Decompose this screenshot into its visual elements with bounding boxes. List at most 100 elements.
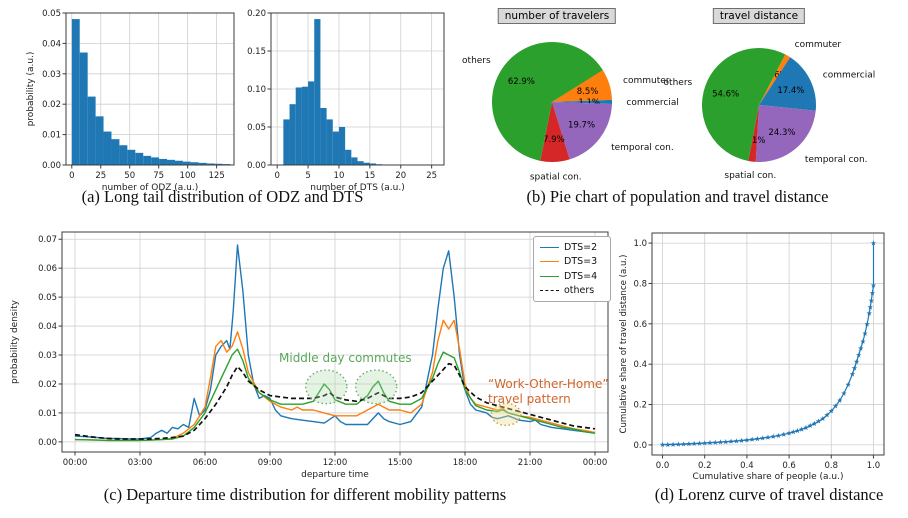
svg-text:spatial con.: spatial con. xyxy=(724,171,776,181)
svg-text:number of ODZ (a.u.): number of ODZ (a.u.) xyxy=(102,183,199,193)
legend-line-dts2-icon xyxy=(540,246,559,248)
svg-text:0.01: 0.01 xyxy=(42,131,61,141)
legend-item-dts4: DTS=4 xyxy=(540,271,604,282)
svg-text:100: 100 xyxy=(180,171,196,181)
svg-text:0.4: 0.4 xyxy=(740,461,754,471)
caption-a: (a) Long tail distribution of ODZ and DT… xyxy=(81,187,364,206)
svg-text:09:00: 09:00 xyxy=(258,458,283,468)
caption-d: (d) Lorenz curve of travel distance xyxy=(654,485,884,504)
svg-text:24.3%: 24.3% xyxy=(768,128,795,138)
svg-text:0.03: 0.03 xyxy=(38,351,57,361)
svg-text:temporal con.: temporal con. xyxy=(611,143,674,153)
svg-text:20: 20 xyxy=(395,171,406,181)
svg-text:0.06: 0.06 xyxy=(38,264,57,274)
svg-text:probability (a.u.): probability (a.u.) xyxy=(26,52,36,127)
svg-text:Cumulative share of travel dis: Cumulative share of travel distance (a.u… xyxy=(619,254,629,433)
svg-text:0.8: 0.8 xyxy=(633,279,647,289)
legend-line-dts4-icon xyxy=(540,275,559,277)
svg-text:temporal con.: temporal con. xyxy=(805,155,868,165)
svg-text:0.00: 0.00 xyxy=(42,161,61,171)
legend-line-others-icon xyxy=(540,290,559,292)
svg-text:12:00: 12:00 xyxy=(323,458,348,468)
svg-text:1.0: 1.0 xyxy=(633,239,647,249)
svg-text:00:00: 00:00 xyxy=(63,458,88,468)
svg-text:0.20: 0.20 xyxy=(247,9,266,19)
svg-text:0.05: 0.05 xyxy=(247,123,266,133)
travelers-pie: 8.5% commuter 1.1% commercial 19.7% temporal … xyxy=(462,42,679,182)
svg-text:0.2: 0.2 xyxy=(698,461,712,471)
caption-b: (b) Pie chart of population and travel d… xyxy=(526,187,829,206)
legend-label-others: others xyxy=(564,285,595,297)
svg-text:00:00: 00:00 xyxy=(583,458,608,468)
svg-text:others: others xyxy=(462,56,491,66)
svg-text:62.9%: 62.9% xyxy=(508,77,535,87)
svg-text:0.6: 0.6 xyxy=(633,320,647,330)
svg-text:0.0: 0.0 xyxy=(633,441,647,451)
annotation-woh: “Work-Other-Home” travel pattern xyxy=(488,377,609,407)
odz-histogram: 0 25 50 75 100 125 0.00 0.01 0.02 0.03 0.04 0.05 num… xyxy=(26,9,235,193)
svg-text:0.8: 0.8 xyxy=(825,461,839,471)
svg-text:commuter: commuter xyxy=(623,76,670,86)
svg-text:0.05: 0.05 xyxy=(38,293,57,303)
svg-text:75: 75 xyxy=(153,171,164,181)
svg-text:0.02: 0.02 xyxy=(42,100,61,110)
svg-text:0.15: 0.15 xyxy=(247,47,266,57)
svg-text:25: 25 xyxy=(95,171,106,181)
legend-item-others: others xyxy=(540,285,604,296)
svg-text:number of DTS (a.u.): number of DTS (a.u.) xyxy=(310,183,405,193)
svg-text:15:00: 15:00 xyxy=(388,458,413,468)
legend-label-dts2: DTS=2 xyxy=(564,241,598,253)
svg-text:0.00: 0.00 xyxy=(38,438,57,448)
svg-text:commercial: commercial xyxy=(626,98,679,108)
svg-text:1.1%: 1.1% xyxy=(578,98,600,108)
svg-text:0.4: 0.4 xyxy=(633,360,647,370)
svg-text:0.10: 0.10 xyxy=(247,85,266,95)
svg-text:54.6%: 54.6% xyxy=(712,89,739,99)
svg-text:0.01: 0.01 xyxy=(38,409,57,419)
legend-line-dts3-icon xyxy=(540,261,559,263)
svg-text:0.07: 0.07 xyxy=(38,235,57,245)
pie-title-distance: travel distance xyxy=(712,8,806,24)
caption-c: (c) Departure time distribution for diff… xyxy=(103,485,507,504)
svg-text:0: 0 xyxy=(274,171,279,181)
svg-text:0: 0 xyxy=(69,171,74,181)
legend-label-dts3: DTS=3 xyxy=(564,256,598,268)
svg-text:125: 125 xyxy=(209,171,225,181)
svg-text:0.6: 0.6 xyxy=(782,461,796,471)
dts-histogram: 0 5 10 15 20 25 0.00 0.05 0.10 0.15 0.20 number of … xyxy=(247,9,445,193)
svg-text:06:00: 06:00 xyxy=(193,458,218,468)
svg-text:03:00: 03:00 xyxy=(128,458,153,468)
svg-text:50: 50 xyxy=(124,171,135,181)
legend-item-dts2: DTS=2 xyxy=(540,242,604,253)
svg-text:Cumulative share of people (a.: Cumulative share of people (a.u.) xyxy=(693,472,844,482)
svg-text:commercial: commercial xyxy=(823,71,876,81)
svg-text:0.03: 0.03 xyxy=(42,70,61,80)
svg-text:0.02: 0.02 xyxy=(38,380,57,390)
svg-text:5: 5 xyxy=(305,171,310,181)
pie-title-travelers: number of travelers xyxy=(497,8,617,24)
svg-text:17.4%: 17.4% xyxy=(777,86,804,96)
svg-text:2.1%: 2.1% xyxy=(744,136,766,146)
svg-text:1.0: 1.0 xyxy=(867,461,881,471)
distance-pie: 1.6% commuter 17.4% commercial 24.3% temporal… xyxy=(664,40,876,181)
svg-text:21:00: 21:00 xyxy=(518,458,543,468)
annotation-woh-line1: “Work-Other-Home” xyxy=(488,377,609,391)
svg-text:18:00: 18:00 xyxy=(453,458,478,468)
legend: DTS=2 DTS=3 DTS=4 others xyxy=(533,236,611,302)
svg-text:0.00: 0.00 xyxy=(247,161,266,171)
svg-text:25: 25 xyxy=(426,171,437,181)
svg-text:commuter: commuter xyxy=(795,40,842,50)
svg-text:0.04: 0.04 xyxy=(38,322,57,332)
svg-text:19.7%: 19.7% xyxy=(568,121,595,131)
annotation-midday: Middle day commutes xyxy=(279,351,412,365)
svg-text:10: 10 xyxy=(334,171,345,181)
svg-text:0.04: 0.04 xyxy=(42,39,61,49)
svg-text:spatial con.: spatial con. xyxy=(530,172,582,182)
annotation-woh-line2: travel pattern xyxy=(488,392,571,406)
legend-label-dts4: DTS=4 xyxy=(564,270,598,282)
legend-item-dts3: DTS=3 xyxy=(540,256,604,267)
svg-text:0.2: 0.2 xyxy=(633,401,647,411)
svg-text:others: others xyxy=(664,78,693,88)
svg-text:0.0: 0.0 xyxy=(656,461,670,471)
svg-text:departure time: departure time xyxy=(301,470,369,480)
